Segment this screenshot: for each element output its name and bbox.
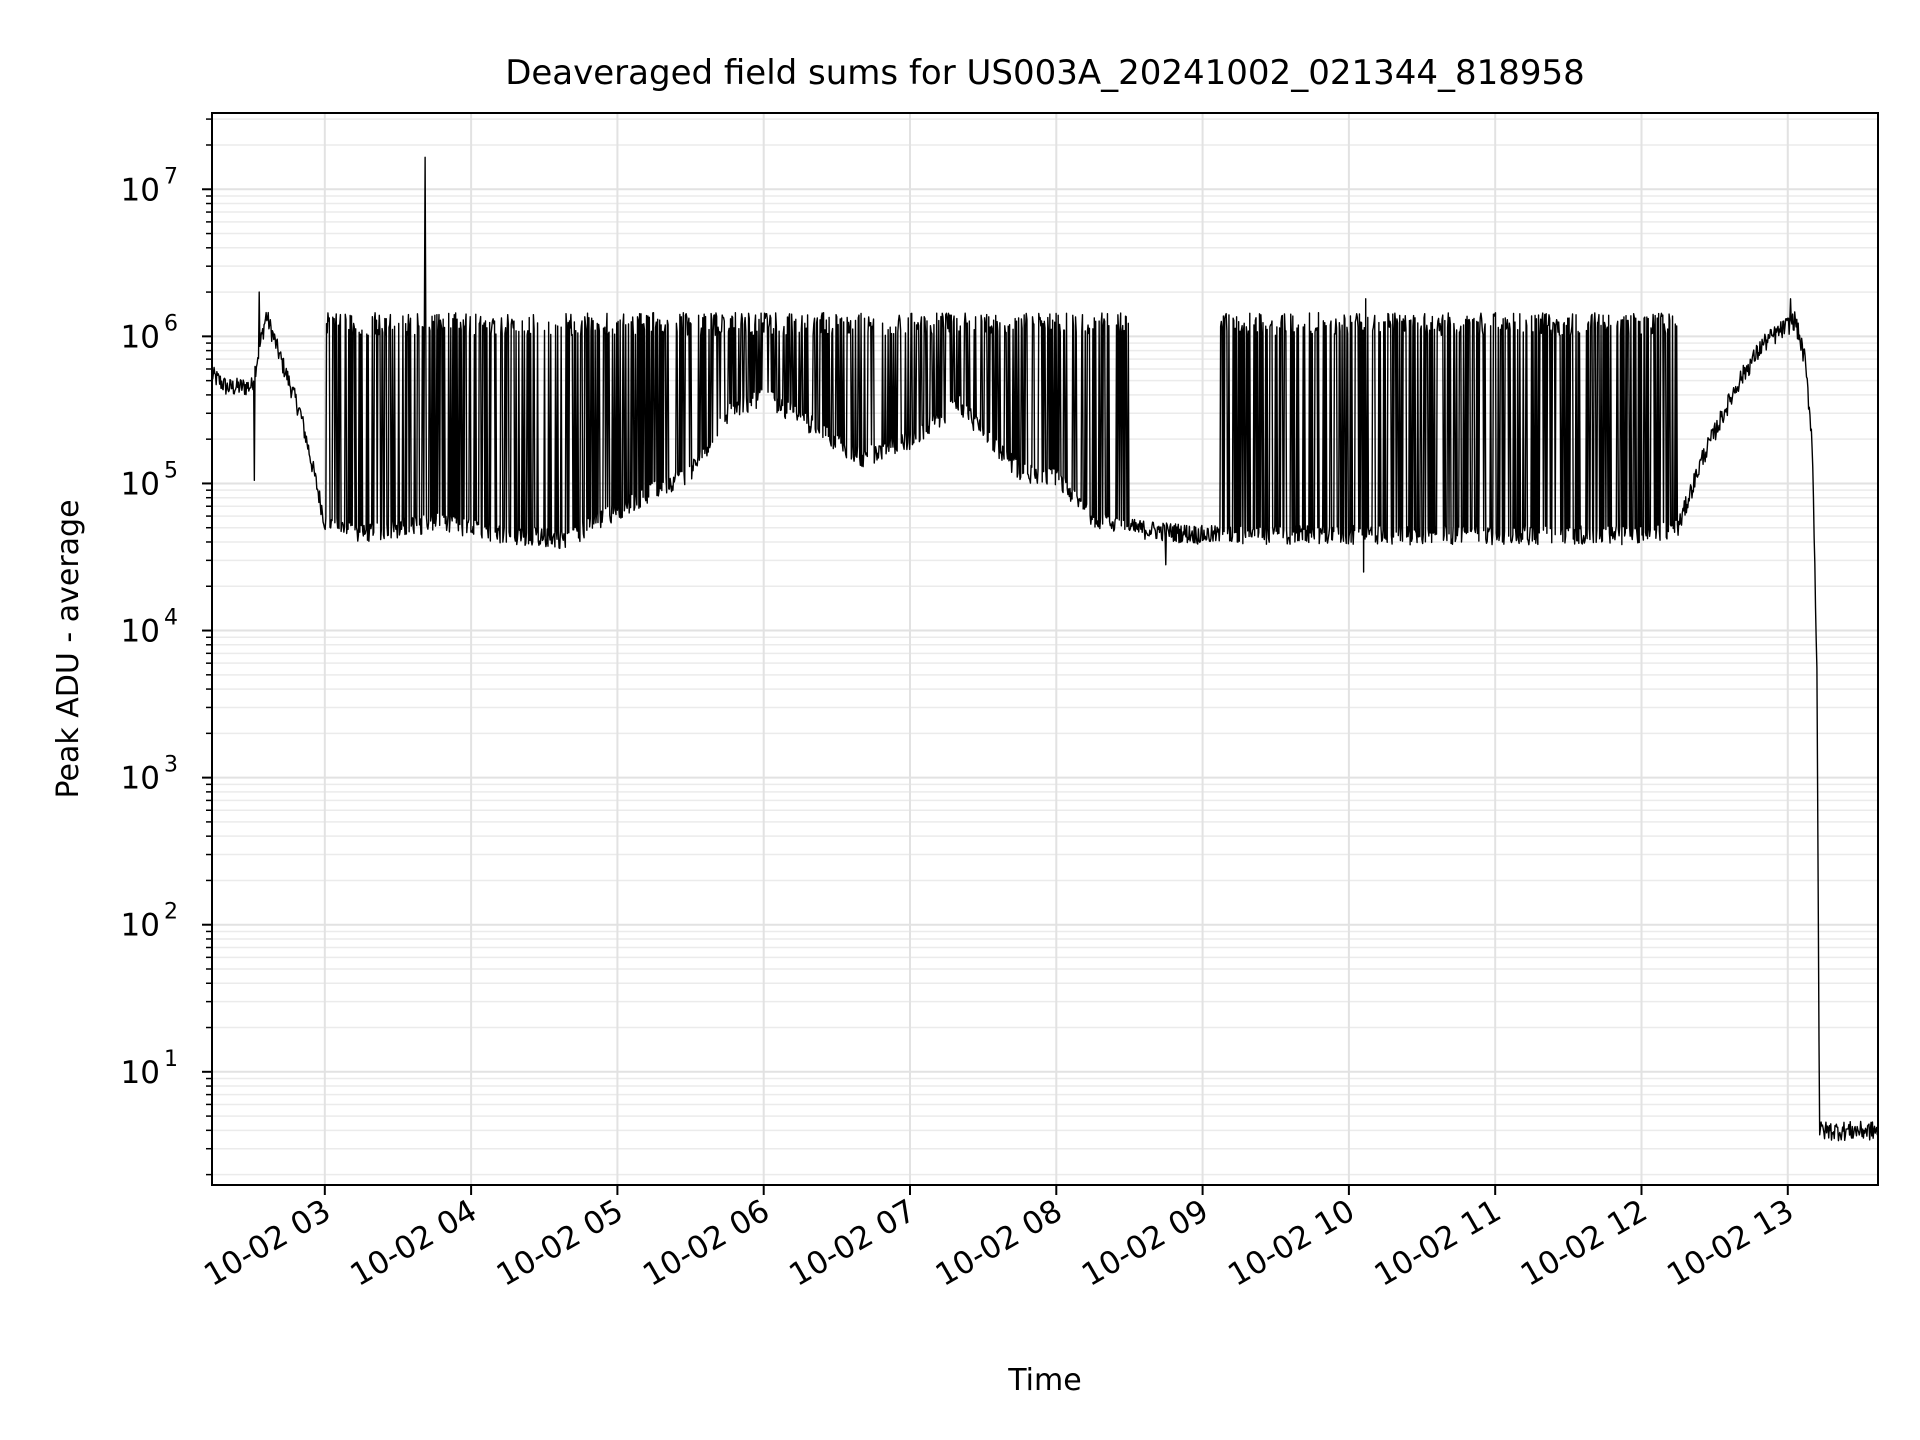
y-tick-label: 10 [121,761,160,797]
y-tick-exponent: 6 [164,311,178,336]
y-tick-label: 10 [121,614,160,650]
chart-title: Deaveraged field sums for US003A_2024100… [505,53,1585,93]
y-tick-exponent: 4 [164,606,178,631]
y-tick-exponent: 5 [164,458,178,483]
y-tick-exponent: 3 [164,753,178,778]
y-tick-label: 10 [121,172,160,208]
y-tick-exponent: 2 [164,900,178,925]
y-axis-label: Peak ADU - average [51,499,86,798]
y-tick-exponent: 7 [164,164,178,189]
y-tick-exponent: 1 [164,1047,178,1072]
data-series-line [211,156,1879,1142]
y-tick-label: 10 [121,319,160,355]
x-axis-label: Time [1007,1363,1081,1398]
y-tick-label: 10 [121,466,160,502]
plot-frame [211,112,1879,1186]
y-tick-label: 10 [121,908,160,944]
series-line [211,156,1879,1142]
y-tick-label: 10 [121,1055,160,1091]
